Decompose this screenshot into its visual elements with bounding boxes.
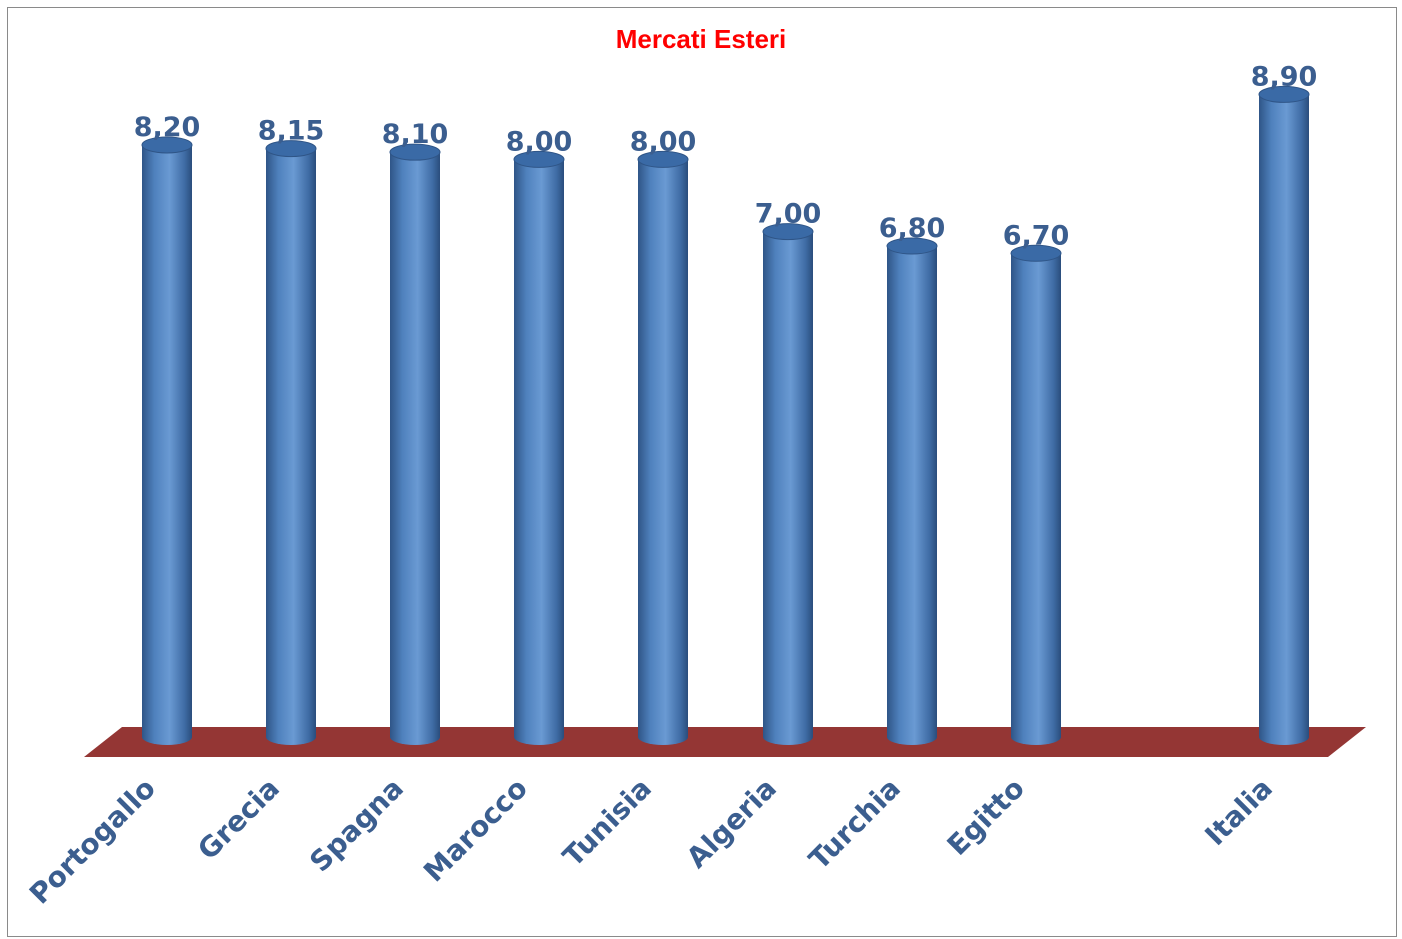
- data-label: 8,10: [382, 119, 449, 150]
- category-label: Spagna: [303, 772, 410, 879]
- chart-title: Mercati Esteri: [616, 24, 787, 54]
- bar-turchia: [886, 237, 938, 746]
- bar-algeria: [762, 223, 814, 746]
- bar-cap: [265, 140, 317, 158]
- data-label: 7,00: [755, 199, 822, 230]
- data-label: 6,80: [879, 213, 946, 244]
- data-label: 8,00: [506, 126, 573, 157]
- chart-frame: [7, 7, 1397, 937]
- data-label: 8,90: [1251, 61, 1318, 92]
- data-labels-group: 8,20 8,15 8,10 8,00 8,00 7,00 6,80 6,70 8,90: [134, 61, 1318, 251]
- bar-body: [142, 144, 192, 745]
- bar-italia: [1258, 85, 1310, 746]
- bar-grecia: [265, 140, 317, 745]
- category-label: Egitto: [941, 772, 1031, 862]
- bar-marocco: [513, 150, 565, 745]
- bar-body: [1259, 94, 1309, 746]
- bar-cap: [762, 223, 814, 241]
- bars-group: [141, 85, 1310, 746]
- bar-spagna: [389, 143, 441, 745]
- bar-tunisia: [637, 150, 689, 745]
- data-label: 8,15: [258, 116, 325, 147]
- category-labels-group: Portogallo Grecia Spagna Marocco Tunisia Alge…: [23, 772, 1279, 911]
- category-label: Portogallo: [23, 772, 162, 911]
- bar-portogallo: [141, 136, 193, 745]
- category-label: Turchia: [802, 772, 907, 877]
- bar-egitto: [1010, 244, 1062, 745]
- bar-body: [390, 152, 440, 745]
- bar-body: [887, 246, 937, 746]
- category-label: Tunisia: [556, 772, 658, 874]
- category-label: Marocco: [417, 772, 534, 889]
- bar-body: [514, 159, 564, 745]
- bar-body: [638, 159, 688, 745]
- bar-cap: [886, 237, 938, 255]
- bar-cap: [513, 150, 565, 168]
- category-label: Grecia: [191, 772, 286, 867]
- bar-cap: [389, 143, 441, 161]
- data-label: 8,00: [630, 126, 697, 157]
- bar-cap: [1010, 244, 1062, 262]
- category-label: Italia: [1198, 772, 1278, 852]
- bar-cap: [141, 136, 193, 154]
- data-label: 6,70: [1003, 220, 1070, 251]
- category-label: Algeria: [680, 772, 783, 875]
- bar-body: [763, 231, 813, 746]
- data-label: 8,20: [134, 112, 201, 143]
- bar-body: [266, 148, 316, 745]
- bar-cap: [637, 150, 689, 168]
- bar-body: [1011, 253, 1061, 745]
- bar-cap: [1258, 85, 1310, 103]
